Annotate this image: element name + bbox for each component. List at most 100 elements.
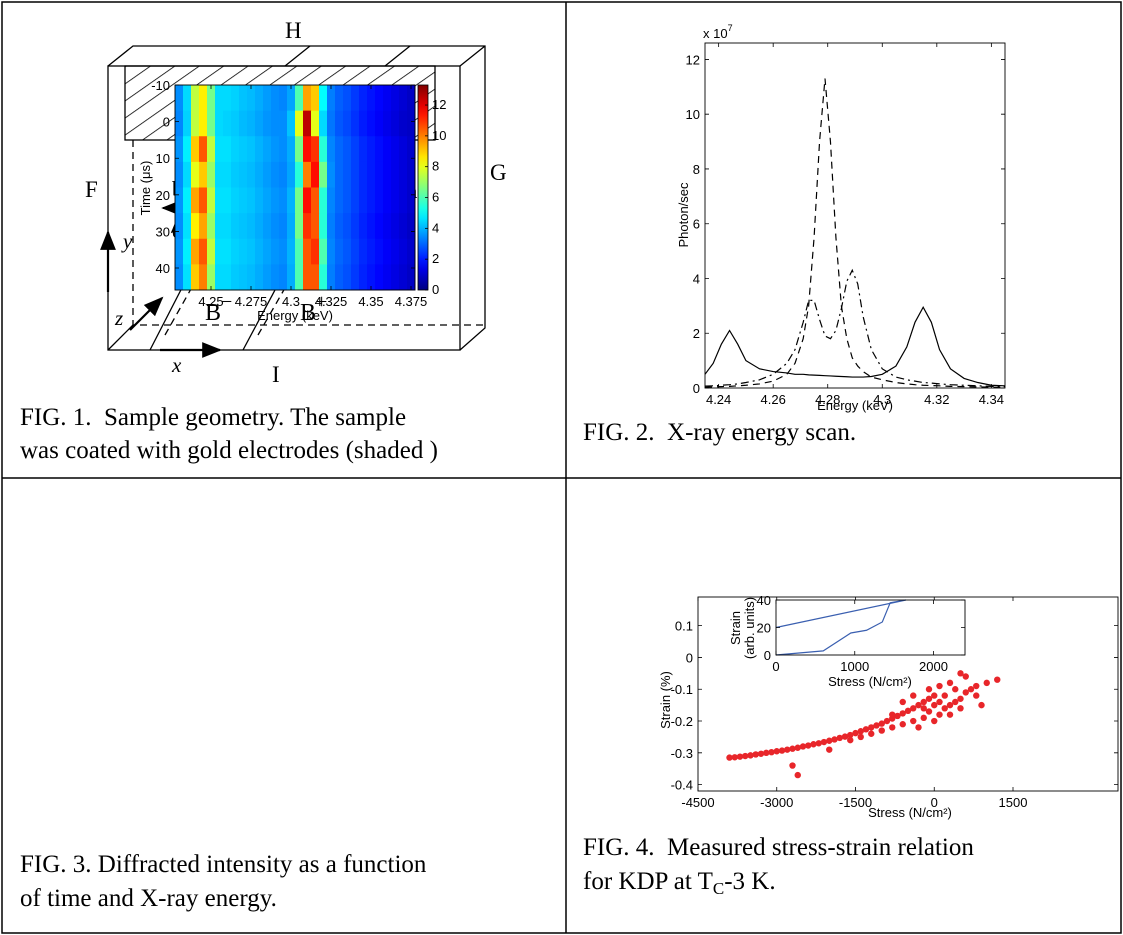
scatter-point xyxy=(778,747,786,754)
heatmap-cell xyxy=(375,264,384,291)
heatmap-cell xyxy=(287,264,296,291)
heatmap-cell xyxy=(383,110,392,137)
scatter-point xyxy=(925,695,933,702)
scatter-point xyxy=(857,728,864,735)
heatmap-cell xyxy=(175,187,184,214)
y-tick-label: 8 xyxy=(693,162,700,177)
heatmap-cell xyxy=(255,213,264,240)
heatmap-cell xyxy=(207,187,216,214)
diagram-label: G xyxy=(490,160,507,185)
heatmap-cell xyxy=(359,213,368,240)
heatmap-cell xyxy=(191,161,200,188)
scatter-point xyxy=(883,717,891,725)
series-line xyxy=(775,599,907,656)
heatmap-cell xyxy=(279,110,288,137)
scatter-point xyxy=(957,670,964,677)
heatmap-cell xyxy=(375,110,384,137)
scatter-point xyxy=(794,771,801,779)
heatmap-cell xyxy=(183,187,192,214)
heatmap-cell xyxy=(199,264,208,291)
heatmap-cell xyxy=(391,85,400,112)
scatter-point xyxy=(936,698,943,706)
heatmap-cell xyxy=(183,213,192,240)
heatmap-cell xyxy=(391,213,400,240)
heatmap-cell xyxy=(311,264,320,291)
heatmap-cell xyxy=(295,238,304,265)
heatmap-cell xyxy=(215,238,224,265)
scatter-point xyxy=(973,682,980,690)
scatter-point xyxy=(878,720,885,727)
heatmap-cell xyxy=(287,85,296,112)
y-axis-label: Photon/sec xyxy=(676,182,691,248)
y-tick-label: 40 xyxy=(156,261,170,276)
scatter-point xyxy=(978,701,985,709)
heatmap-cell xyxy=(223,161,232,188)
heatmap-cell xyxy=(255,161,264,188)
heatmap-cell xyxy=(207,238,216,265)
diagram-label: z xyxy=(114,306,123,330)
heatmap-cell xyxy=(175,161,184,188)
x-tick-label: 0 xyxy=(772,659,779,674)
scatter-point xyxy=(826,737,833,744)
scatter-point xyxy=(952,698,959,706)
heatmap-cell xyxy=(391,136,400,163)
heatmap-cell xyxy=(183,136,192,163)
x-tick-label: 4.3 xyxy=(282,294,300,309)
scatter-point xyxy=(967,686,975,693)
heatmap-cell xyxy=(207,264,216,291)
heatmap-cell xyxy=(231,85,240,112)
colorbar-label: 8 xyxy=(432,159,439,174)
heatmap-cell xyxy=(271,238,280,265)
plot-frame xyxy=(704,42,1006,389)
scatter-point xyxy=(752,751,759,758)
domain-base: B xyxy=(300,300,316,326)
heatmap-cell xyxy=(311,187,320,214)
x-tick-label: 4.325 xyxy=(315,294,348,309)
y-axis-label: Strain xyxy=(728,611,743,645)
scatter-point xyxy=(868,724,875,731)
heatmap-cell xyxy=(399,213,408,240)
heatmap-cell xyxy=(239,110,248,137)
heatmap-cell xyxy=(191,213,200,240)
x-tick-label: 4.375 xyxy=(395,294,428,309)
scatter-point xyxy=(878,727,885,734)
heatmap-cell xyxy=(295,264,304,291)
diagram-label: y xyxy=(121,229,133,253)
scatter-point xyxy=(773,748,780,755)
heatmap-cell xyxy=(359,187,368,214)
x-tick-label: -4500 xyxy=(681,795,714,810)
heatmap-cell xyxy=(239,264,248,291)
heatmap-cell xyxy=(351,238,360,265)
x-tick-label: 4.35 xyxy=(358,294,383,309)
heatmap-cell xyxy=(343,187,352,214)
scatter-point xyxy=(957,695,964,702)
heatmap-cell xyxy=(279,85,288,112)
scatter-point xyxy=(910,692,917,699)
heatmap-cell xyxy=(383,136,392,163)
caption-line: FIG. 3. Diffracted intensity as a functi… xyxy=(20,851,427,878)
heatmap-cell xyxy=(191,187,200,214)
heatmap-cell xyxy=(335,187,344,214)
y-tick-label: 0 xyxy=(686,650,693,665)
diagram-label: F xyxy=(85,177,98,202)
heatmap-cell xyxy=(271,85,280,112)
heatmap-cell xyxy=(239,136,248,163)
caption-line: was coated with gold electrodes (shaded … xyxy=(20,437,438,464)
heatmap-cell xyxy=(223,264,232,291)
y-tick-label: 2 xyxy=(693,326,700,341)
heatmap-cell xyxy=(335,213,344,240)
domain-sign: + xyxy=(316,291,327,313)
scatter-point xyxy=(946,701,954,709)
heatmap-cell xyxy=(295,110,304,137)
heatmap-cell xyxy=(319,136,328,163)
heatmap-cell xyxy=(367,110,376,137)
heatmap-cell xyxy=(327,85,336,112)
heatmap-cell xyxy=(199,238,208,265)
heatmap-cell xyxy=(351,264,360,291)
x-axis-label: Energy (keV) xyxy=(257,308,333,323)
heatmap-cell xyxy=(175,110,184,137)
heatmap-cell xyxy=(207,136,216,163)
heatmap-cell xyxy=(327,110,336,137)
heatmap-cell xyxy=(263,110,272,137)
scatter-point xyxy=(847,736,854,744)
